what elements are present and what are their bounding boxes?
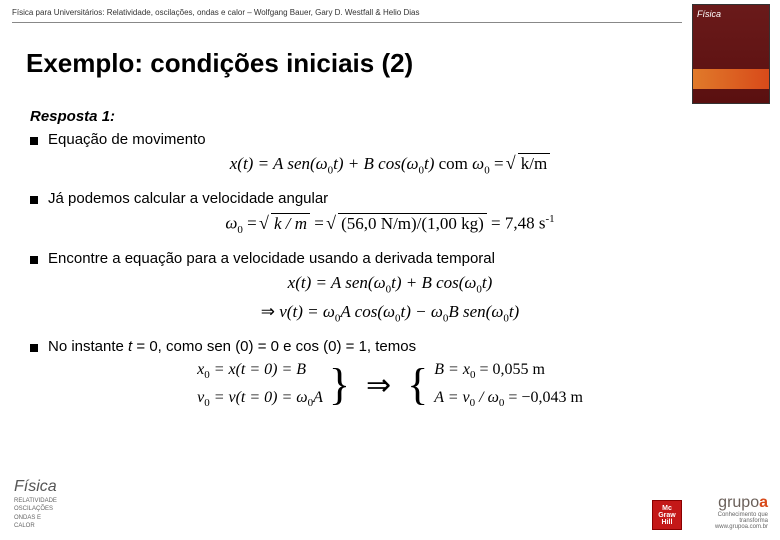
right-brace-icon: } [323,365,356,405]
eq3b-m: A cos(ω [340,302,395,321]
eq3a-m: t) + B cos(ω [391,273,476,292]
grupo1a: grupo [718,494,759,511]
eq2-res: = 7,48 s [487,214,546,233]
bullet-3-text: Encontre a equação para a velocidade usa… [48,250,495,267]
eq4-l1-r: = x(t = 0) = B [210,361,306,378]
b4-pre: No instante [48,338,128,355]
equation-3: x(t) = A sen(ω0t) + B cos(ω0t) ⇒ v(t) = … [30,273,750,324]
eq4-r2-v: = −0,043 m [504,389,583,406]
eq4-r1-v: = 0,055 m [475,361,544,378]
eq2-sup: -1 [545,213,554,225]
footer-right: Mc Graw Hill grupoa Conhecimento que tra… [652,494,768,530]
eq3b-e: t) [509,302,519,321]
eq4-l2-r2: A [313,389,323,406]
grupo-url: www.grupoa.com.br [688,524,768,530]
mgh1: Mc [662,505,672,512]
book-label: Física [697,9,721,19]
eq4-l2-r: = v(t = 0) = ω [210,389,308,406]
eq3a: x(t) = A sen(ω [288,273,386,292]
mgh2: Graw [658,512,676,519]
eq2-sqrt2-rad: (56,0 N/m)/(1,00 kg) [338,213,487,233]
bullet-icon [30,196,38,204]
bullet-4-text: No instante t = 0, como sen (0) = 0 e co… [48,338,416,355]
implies-arrow-icon: ⇒ [356,368,401,403]
b4-post: = 0, como sen (0) = 0 e cos (0) = 1, tem… [132,338,416,355]
eq1-mid: t) + B cos(ω [333,154,418,173]
bullet-4: No instante t = 0, como sen (0) = 0 e co… [30,338,750,355]
eq1-rhs-pre: ω [472,154,484,173]
equation-1: x(t) = A sen(ω0t) + B cos(ω0t) com ω0 = … [30,154,750,176]
fisica-sub1: RELATIVIDADE [14,498,94,505]
eq1-sqrt: k/m [508,154,550,174]
eq2-pre: ω [225,214,237,233]
eq4-right-stack: B = x0 = 0,055 m A = v0 / ω0 = −0,043 m [434,361,583,409]
book-stripe [693,69,769,89]
eq2-sqrt1-rad: k / m [271,213,310,233]
bullet-3: Encontre a equação para a velocidade usa… [30,250,750,267]
eq3a-e: t) [482,273,492,292]
eq3b-m2: t) − ω [401,302,443,321]
fisica-sub4: CALOR [14,523,94,530]
bullet-icon [30,256,38,264]
mcgraw-hill-logo: Mc Graw Hill [652,500,682,530]
footer-left-logo: Física RELATIVIDADE OSCILAÇÕES ONDAS E C… [14,478,94,530]
equation-4: x0 = x(t = 0) = B v0 = v(t = 0) = ω0A } … [30,361,750,409]
eq1-lhs: x(t) = A sen(ω [230,154,328,173]
bullet-1: Equação de movimento [30,131,750,148]
resposta-label: Resposta 1: [30,108,750,125]
left-brace-icon: { [401,365,434,405]
eq4-left-stack: x0 = x(t = 0) = B v0 = v(t = 0) = ω0A [197,361,323,409]
eq4-r2: A = v [434,389,469,406]
eq1-com: com [439,154,473,173]
equation-2: ω0 = k / m = (56,0 N/m)/(1,00 kg) = 7,48… [30,213,750,236]
page-title: Exemplo: condições iniciais (2) [26,48,413,79]
eq3b-m3: B sen(ω [448,302,503,321]
eq3b: v(t) = ω [279,302,335,321]
bullet-2-text: Já podemos calcular a velocidade angular [48,190,328,207]
bullet-1-text: Equação de movimento [48,131,206,148]
book-cover: Física [692,4,770,104]
eq2-sqrt1: k / m [261,214,310,234]
grupo1b: a [759,494,768,511]
eq4-r2-m: / ω [475,389,499,406]
grupo-tagline: Conhecimento que transforma [688,512,768,524]
header-rule [12,22,682,23]
eq1-end: t) [424,154,434,173]
content-area: Resposta 1: Equação de movimento x(t) = … [30,108,750,410]
eq4-r1: B = x [434,361,470,378]
mgh3: Hill [662,519,673,526]
fisica-sub3: ONDAS E [14,515,94,522]
grupo-text: grupoa [688,494,768,512]
eq2-sqrt2: (56,0 N/m)/(1,00 kg) [328,214,487,234]
eq1-sqrt-rad: k/m [518,153,550,173]
fisica-logo: Física [14,478,94,496]
fisica-sub2: OSCILAÇÕES [14,506,94,513]
bullet-2: Já podemos calcular a velocidade angular [30,190,750,207]
eq3b-arrow: ⇒ [261,302,280,321]
bullet-icon [30,344,38,352]
header-text: Física para Universitários: Relatividade… [12,8,419,17]
bullet-icon [30,137,38,145]
grupo-a-logo: grupoa Conhecimento que transforma www.g… [688,494,768,530]
